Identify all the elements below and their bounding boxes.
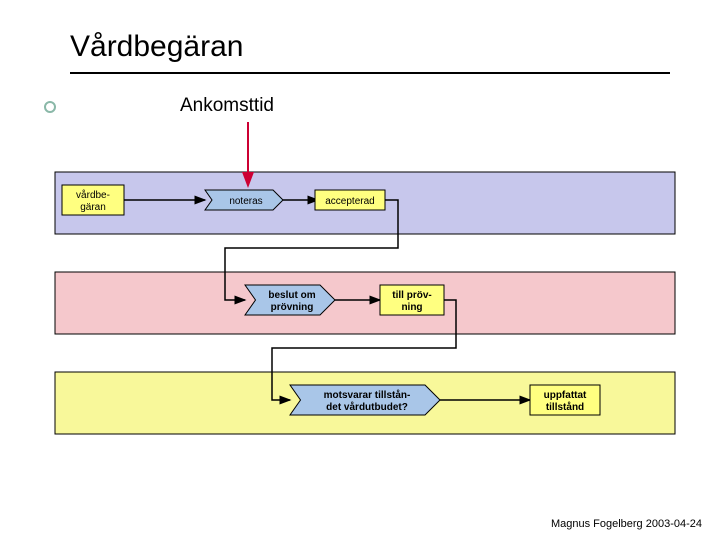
svg-text:ning: ning [401, 302, 422, 313]
svg-text:till pröv-: till pröv- [392, 290, 431, 301]
svg-text:det vårdutbudet?: det vårdutbudet? [326, 401, 408, 413]
svg-text:tillstånd: tillstånd [546, 401, 584, 413]
svg-text:gäran: gäran [80, 202, 106, 213]
svg-text:beslut om: beslut om [268, 290, 315, 301]
svg-text:vårdbe-: vårdbe- [76, 189, 110, 201]
svg-text:motsvarar tillstån-: motsvarar tillstån- [324, 389, 411, 401]
diagram-canvas: vårdbe-gäran accepterad till pröv-ning uppf… [0, 0, 720, 540]
svg-text:accepterad: accepterad [325, 196, 374, 207]
footer-credit: Magnus Fogelberg 2003-04-24 [551, 518, 702, 530]
svg-text:prövning: prövning [271, 302, 314, 313]
svg-text:noteras: noteras [229, 196, 262, 207]
svg-text:uppfattat: uppfattat [544, 390, 587, 401]
